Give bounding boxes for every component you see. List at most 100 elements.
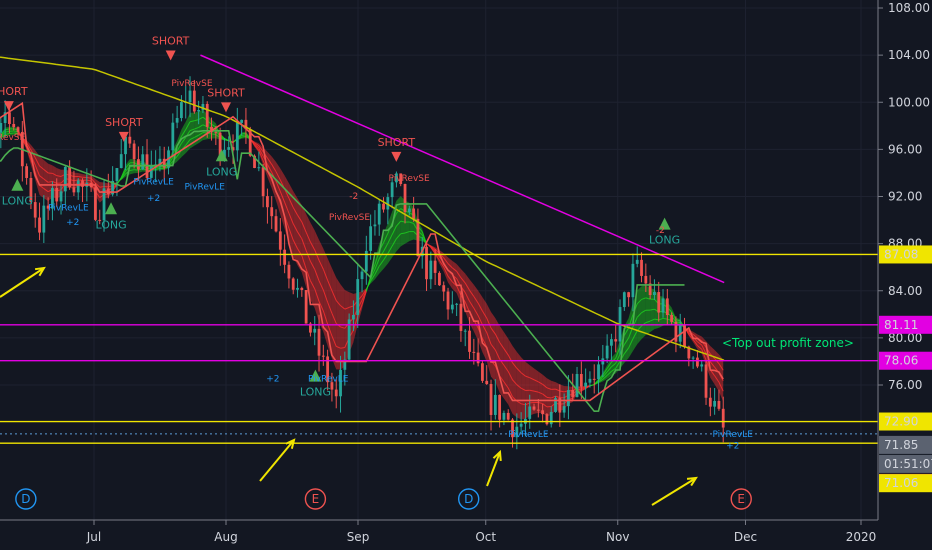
candle-body [111,180,115,195]
candle-body [149,165,153,178]
candle-body [343,359,347,370]
candle-body [519,423,523,427]
ribbon-band [581,387,586,391]
ribbon-band [456,271,462,279]
candle-body [0,123,3,133]
event-marker-circle [304,488,327,510]
ribbon-band [134,169,139,171]
ribbon-band [181,137,187,144]
ribbon-band [116,178,122,184]
candle-body [291,278,295,290]
pivot-label: PivRevLE [712,430,753,440]
candle-body [476,352,480,364]
ribbon-band [658,317,664,321]
yellow-arrow [0,267,45,298]
ribbon-band [404,231,410,234]
candle-body [162,158,166,168]
ribbon-band [701,349,707,361]
ribbon-band [189,120,195,123]
candle-body [46,205,50,209]
axis-label-box [879,474,932,493]
ribbon-band [542,383,548,389]
candle-body [648,283,652,296]
ribbon-band [520,372,526,377]
ribbon-band [692,333,698,339]
candle-body [300,287,304,291]
candle-body [562,406,566,413]
ribbon-band [361,290,367,301]
pivot-label: PivRevSE [389,174,430,184]
ribbon-band [241,135,247,138]
ribbon-band [697,345,703,350]
ribbon-band [636,312,642,318]
ribbon-band [675,319,681,322]
candle-body [665,298,669,316]
candle-body [25,166,29,178]
chart-grid [0,0,878,520]
ribbon-band [473,296,479,304]
long-signal-arrow [309,369,322,382]
candle-body [347,319,351,360]
time-axis-corner [878,520,932,550]
ribbon-band [456,285,462,296]
ribbon-band [529,389,535,392]
ribbon-band [99,186,105,188]
candle-body [541,410,545,415]
candle-body [549,411,553,425]
candle-body [433,260,437,273]
candle-body [498,394,502,420]
ribbon-band [318,301,324,312]
y-axis[interactable]: 108.00104.00100.0096.0092.0088.0084.0080… [878,1,930,392]
ribbon-band [602,371,608,378]
ribbon-band [533,390,539,393]
x-axis[interactable]: Jul Aug Sep Oct Nov Dec 2020 [86,520,877,544]
yellow-arrow-head [34,266,46,277]
candle-body [227,147,231,150]
top-out-profit-zone-annotation: <Top out profit zone> [722,336,854,350]
candle-body [515,426,519,438]
candle-body [721,408,725,428]
ribbon-band [598,376,604,382]
ribbon-band [636,299,642,305]
candle-body [102,188,106,221]
candle-body [321,355,325,357]
candle-body [171,122,175,151]
ribbon-band [374,258,380,270]
ribbon-band [490,343,496,351]
ribbon-band [520,387,526,391]
ribbon-band [396,233,402,240]
candle-body [399,173,403,185]
ribbon-band [718,363,724,371]
candle-body [218,132,222,157]
ribbon-band [309,280,316,290]
ribbon-band [258,150,264,161]
ribbon-band [645,297,651,300]
candle-body [463,330,467,332]
candle-body [545,414,549,425]
ribbon-band [0,134,6,138]
ribbon-band [494,333,501,343]
ribbon-band [43,178,49,183]
ribbon-band [662,317,668,320]
x-tick-label: Jul [86,530,101,544]
candle-group [0,76,725,450]
candle-body [640,259,643,276]
candle-body [180,102,183,119]
ribbon-band [499,342,505,349]
candle-body [55,187,59,202]
candle-body [395,173,398,183]
axis-label-box [879,351,932,370]
ribbon-band [5,128,10,131]
y-tick-label: 100.00 [888,95,930,109]
ribbon-band [125,162,131,169]
ribbon-band [675,321,681,324]
candle-body [377,203,381,225]
candle-body [76,180,80,193]
candle-body [283,249,287,265]
ribbon-band [348,305,354,308]
long-signal-arrow [215,149,228,162]
pivot-label: +2 [726,442,739,452]
ribbon-band [447,263,453,269]
pivot-label: +2 [66,218,79,228]
